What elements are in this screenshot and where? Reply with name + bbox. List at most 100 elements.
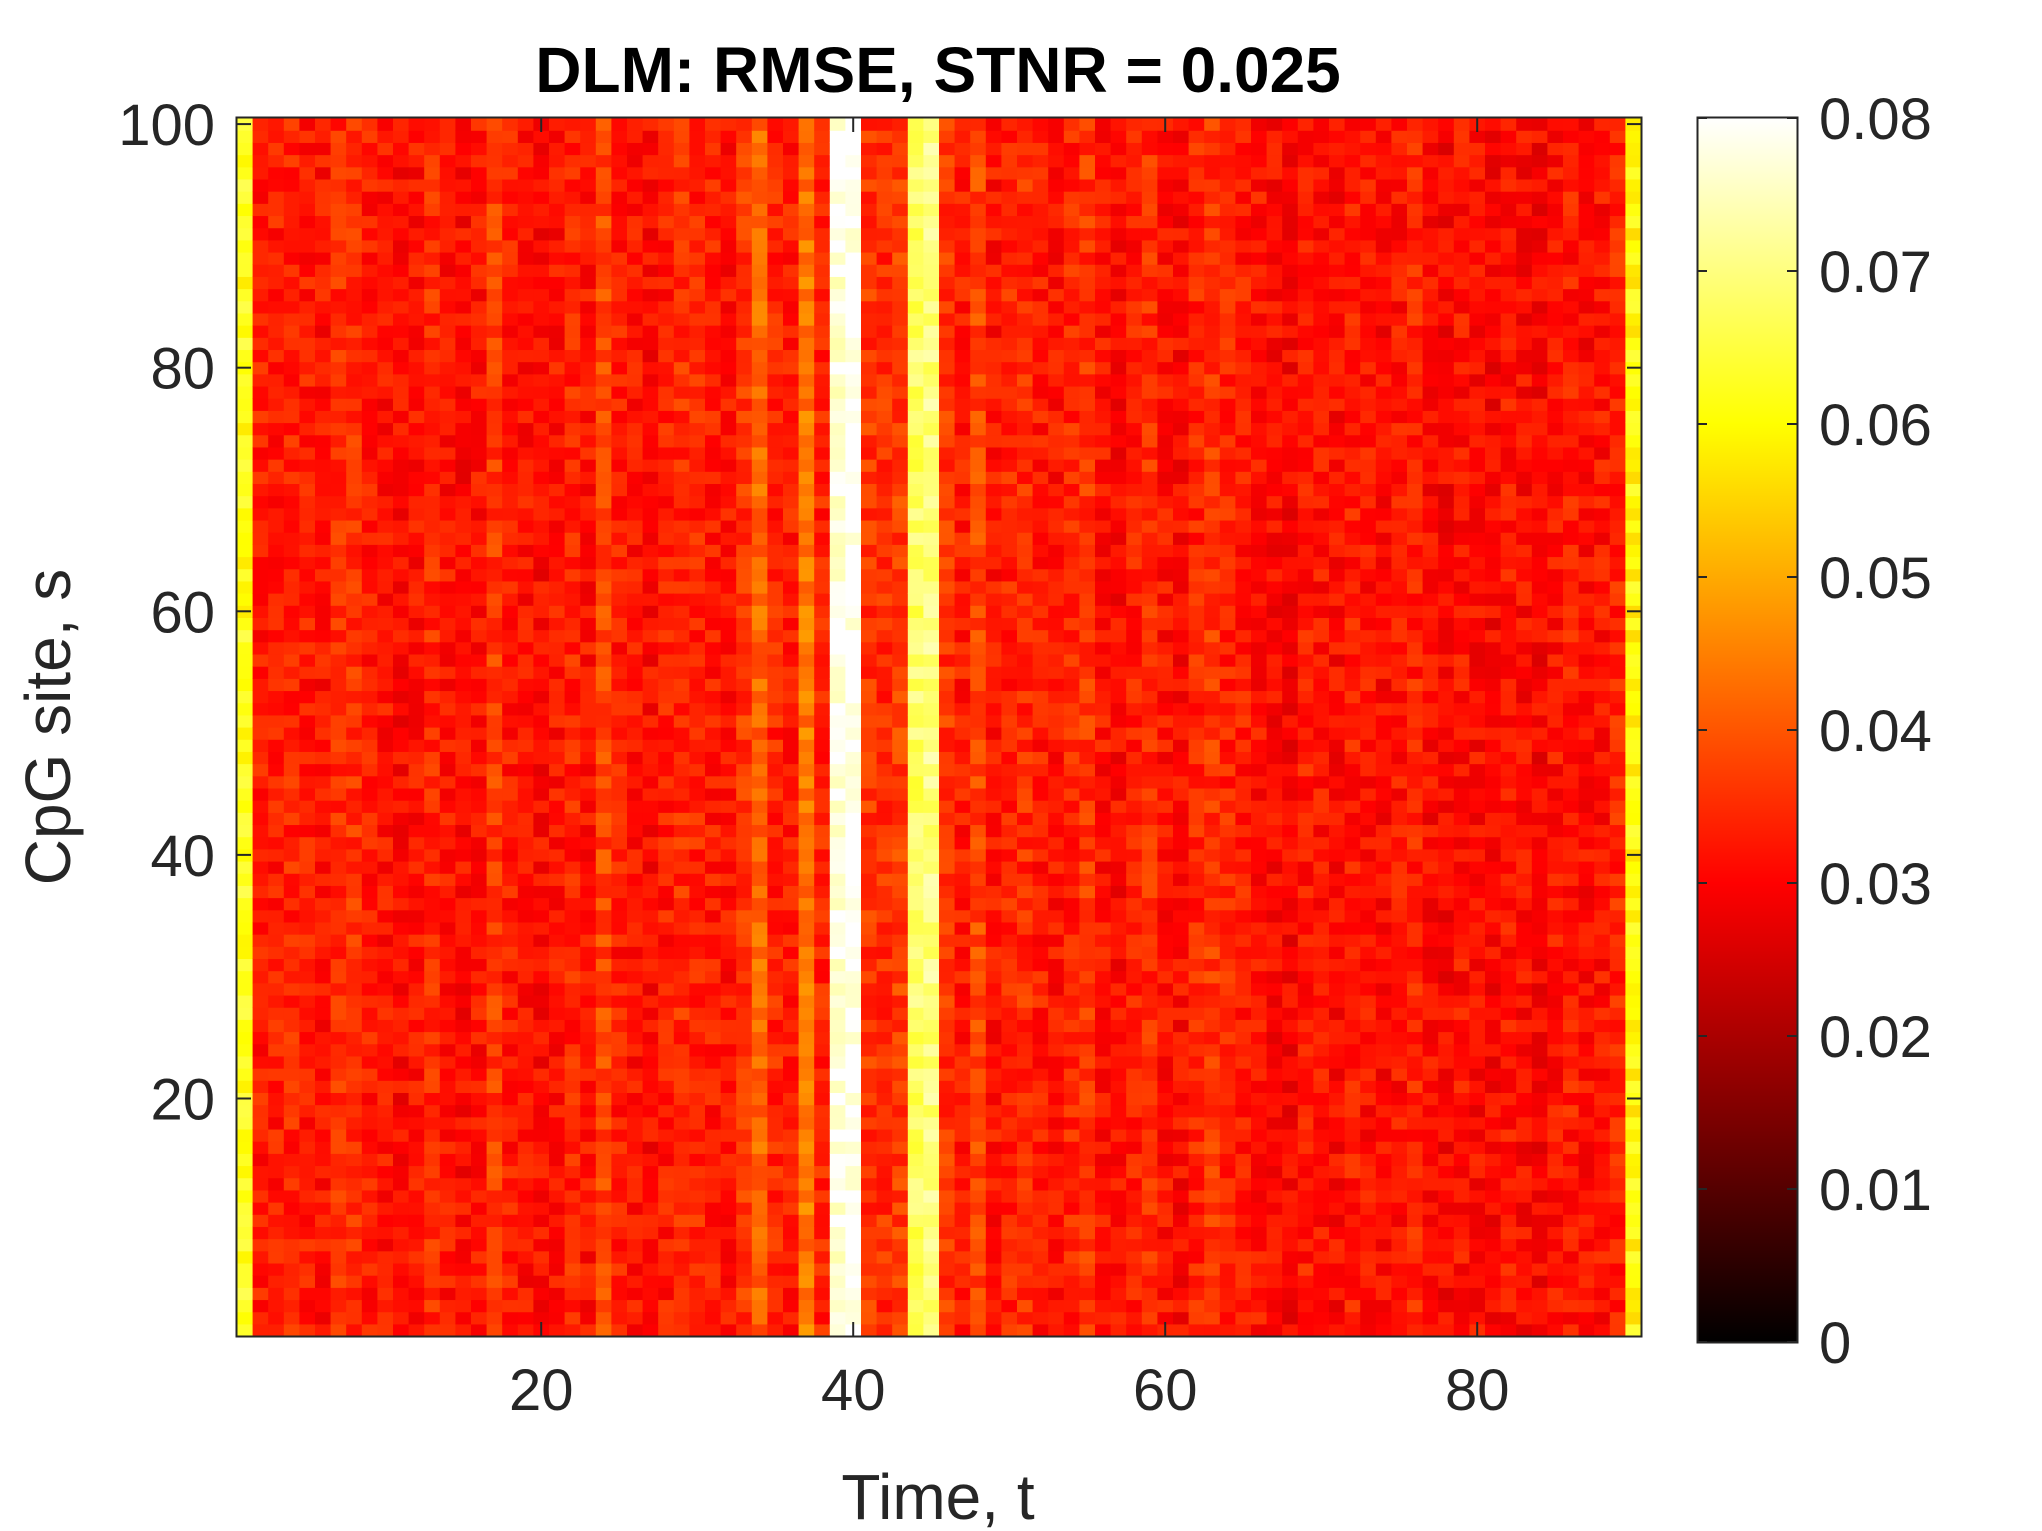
heatmap-cell: [377, 1055, 394, 1069]
heatmap-cell: [408, 276, 425, 290]
heatmap-cell: [939, 556, 956, 570]
heatmap-cell: [814, 300, 831, 314]
heatmap-cell: [907, 398, 924, 411]
heatmap-cell: [611, 495, 628, 509]
heatmap-cell: [237, 276, 254, 290]
heatmap-cell: [673, 471, 690, 484]
heatmap-cell: [252, 532, 269, 545]
heatmap-cell: [892, 727, 909, 740]
heatmap-cell: [985, 580, 1002, 594]
heatmap-cell: [892, 958, 909, 972]
heatmap-cell: [564, 1080, 581, 1093]
heatmap-cell: [923, 1323, 940, 1337]
heatmap-cell: [486, 191, 503, 204]
heatmap-cell: [814, 1116, 831, 1130]
heatmap-cell: [673, 678, 690, 692]
heatmap-cell: [705, 897, 722, 911]
heatmap-cell: [595, 142, 612, 156]
heatmap-cell: [424, 1262, 441, 1276]
heatmap-cell: [751, 227, 768, 241]
heatmap-cell: [689, 1092, 706, 1106]
heatmap-cell: [985, 1007, 1002, 1020]
heatmap-cell: [564, 1202, 581, 1215]
heatmap-cell: [907, 1287, 924, 1301]
heatmap-cell: [876, 860, 893, 874]
heatmap-cell: [829, 483, 846, 497]
heatmap-cell: [502, 227, 519, 241]
heatmap-cell: [564, 763, 581, 777]
heatmap-cell: [892, 556, 909, 570]
heatmap-cell: [393, 385, 410, 399]
heatmap-cell: [658, 300, 675, 314]
heatmap-cell: [361, 921, 378, 935]
heatmap-cell: [439, 787, 456, 801]
heatmap-cell: [361, 1043, 378, 1057]
heatmap-cell: [377, 1007, 394, 1020]
heatmap-cell: [923, 946, 940, 960]
heatmap-cell: [330, 727, 347, 740]
heatmap-cell: [954, 958, 971, 972]
heatmap-cell: [954, 641, 971, 655]
heatmap-cell: [767, 1031, 784, 1045]
heatmap-cell: [564, 215, 581, 229]
heatmap-cell: [783, 1214, 800, 1227]
heatmap-cell: [892, 812, 909, 826]
heatmap-cell: [705, 361, 722, 375]
heatmap-cell: [861, 118, 878, 131]
heatmap-cell: [330, 1202, 347, 1215]
heatmap-cell: [424, 1214, 441, 1227]
heatmap-cell: [361, 130, 378, 143]
heatmap-cell: [627, 580, 644, 594]
heatmap-cell: [533, 276, 550, 290]
heatmap-cell: [564, 702, 581, 716]
heatmap-cell: [1001, 410, 1018, 424]
heatmap-cell: [767, 507, 784, 521]
heatmap-cell: [954, 1189, 971, 1203]
heatmap-cell: [408, 958, 425, 972]
heatmap-cell: [939, 1104, 956, 1118]
heatmap-cell: [736, 1031, 753, 1045]
heatmap-cell: [346, 446, 363, 460]
heatmap-cell: [268, 166, 285, 180]
heatmap-cell: [330, 459, 347, 472]
heatmap-cell: [315, 897, 332, 911]
heatmap-cell: [751, 471, 768, 484]
heatmap-cell: [268, 580, 285, 594]
heatmap-cell: [783, 1043, 800, 1057]
heatmap-cell: [471, 860, 488, 874]
heatmap-cell: [658, 446, 675, 460]
heatmap-cell: [424, 1068, 441, 1081]
heatmap-cell: [876, 1128, 893, 1142]
heatmap-cell: [751, 312, 768, 326]
heatmap-cell: [736, 848, 753, 862]
heatmap-cell: [689, 800, 706, 813]
heatmap-cell: [408, 970, 425, 984]
heatmap-cell: [939, 958, 956, 972]
heatmap-cell: [829, 885, 846, 899]
heatmap-cell: [408, 1311, 425, 1325]
heatmap-cell: [330, 544, 347, 558]
heatmap-cell: [954, 1311, 971, 1325]
heatmap-cell: [751, 946, 768, 960]
heatmap-cell: [549, 1299, 566, 1313]
heatmap-cell: [517, 1177, 534, 1191]
heatmap-cell: [361, 471, 378, 484]
heatmap-cell: [439, 507, 456, 521]
heatmap-cell: [346, 763, 363, 777]
heatmap-cell: [970, 1262, 987, 1276]
heatmap-cell: [424, 1080, 441, 1093]
heatmap-cell: [408, 422, 425, 436]
heatmap-cell: [798, 812, 815, 826]
heatmap-cell: [346, 325, 363, 338]
heatmap-cell: [767, 288, 784, 302]
heatmap-cell: [502, 178, 519, 192]
heatmap-cell: [658, 361, 675, 375]
heatmap-cell: [330, 422, 347, 436]
heatmap-cell: [268, 860, 285, 874]
heatmap-cell: [954, 848, 971, 862]
heatmap-cell: [393, 763, 410, 777]
heatmap-cell: [892, 215, 909, 229]
heatmap-cell: [627, 130, 644, 143]
heatmap-cell: [705, 1128, 722, 1142]
heatmap-cell: [361, 1214, 378, 1227]
